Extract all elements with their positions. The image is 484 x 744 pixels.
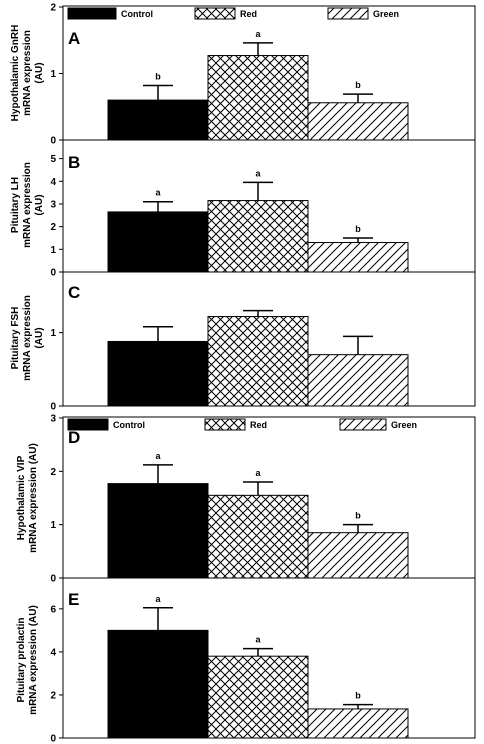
y-axis-label: Pituitary LH [10,177,21,233]
panel-letter: A [68,29,80,48]
significance-letter: b [355,224,361,234]
y-axis-label: Hypothalamic VIP [16,455,27,540]
significance-letter: a [155,451,161,461]
y-axis-label: Pituitary FSH [10,307,21,370]
y-tick-label: 3 [50,199,56,210]
significance-letter: b [355,80,361,90]
panel-e: 0 2 4 6 E Pituitary prolactin mRNA expression … [16,590,409,744]
y-tick-label: 6 [50,604,56,615]
significance-letter: a [155,188,161,198]
y-tick-label: 0 [50,734,56,744]
bar-red [207,655,309,739]
bar-control [107,629,209,739]
significance-letter: a [155,594,161,604]
legend-label: Red [250,420,267,430]
significance-letter: b [355,511,361,521]
y-tick-label: 4 [50,647,56,658]
y-axis-label: (AU) [34,62,45,83]
significance-letter: a [255,168,261,178]
bar-green [307,242,409,273]
y-axis-label: (AU) [34,327,45,348]
significance-letter: a [255,635,261,645]
y-axis-label: (AU) [34,194,45,215]
y-axis-label: mRNA expression (AU) [28,605,39,715]
panel-letter: E [68,590,79,609]
bar-red [207,316,309,407]
y-tick-label: 1 [50,520,56,531]
panel-a: 0 1 2 A Hypothalamic GnRH mRNA expression (AU)… [10,3,409,147]
panel-letter: C [68,283,80,302]
legend-label: Red [240,9,257,19]
y-tick-label: 4 [50,177,56,188]
legend-swatch-green [339,418,387,431]
y-tick-label: 0 [50,136,56,147]
y-tick-label: 2 [50,690,56,701]
y-tick-label: 3 [50,414,56,425]
bar-control [107,99,209,141]
y-tick-label: 2 [50,222,56,233]
legend-swatch-control [67,418,109,431]
y-axis-label: Hypothalamic GnRH [10,25,21,122]
y-axis-label: Pituitary prolactin [16,617,27,702]
bar-green [307,102,409,141]
significance-letter: b [355,691,361,701]
bar-green [307,708,409,739]
significance-letter: a [255,468,261,478]
y-axis-label: mRNA expression [22,295,33,381]
y-tick-label: 0 [50,402,56,413]
legend-top: Control Red Green [67,7,399,20]
bar-control [107,340,209,407]
bar-green [307,354,409,407]
legend-swatch-control [67,7,117,20]
y-tick-label: 0 [50,574,56,585]
y-tick-label: 1 [50,245,56,256]
y-tick-label: 5 [50,154,56,165]
y-tick-label: 0 [50,268,56,279]
y-tick-label: 2 [50,3,56,14]
legend-label: Control [121,9,153,19]
bar-red [207,55,309,141]
panel-b: 0 1 2 3 4 5 B Pituitary LH mRNA expression (AU) a a… [10,153,409,279]
legend-swatch-red [204,418,246,431]
panel-letter: B [68,153,80,172]
legend-swatch-green [327,7,369,20]
y-axis-label: mRNA expression (AU) [28,443,39,553]
bar-control [107,211,209,273]
bar-red [207,200,309,273]
panel-c: 0 1 C Pituitary FSH mRNA expression (AU) [10,283,409,413]
legend-label: Green [391,420,417,430]
y-tick-label: 1 [50,328,56,339]
y-tick-label: 1 [50,69,56,80]
legend-swatch-red [194,7,236,20]
panel-d: 0 1 2 3 D Hypothalamic VIP mRNA expression (AU… [16,414,409,585]
legend-label: Control [113,420,145,430]
significance-letter: b [155,71,161,81]
y-tick-label: 2 [50,467,56,478]
legend-label: Green [373,9,399,19]
y-axis-label: mRNA expression [22,30,33,116]
legend-bottom: Control Red Green [67,418,417,431]
y-axis-label: mRNA expression [22,162,33,248]
panel-letter: D [68,428,80,447]
significance-letter: a [255,29,261,39]
bar-green [307,532,409,579]
bar-red [207,494,309,579]
bar-control [107,483,209,579]
